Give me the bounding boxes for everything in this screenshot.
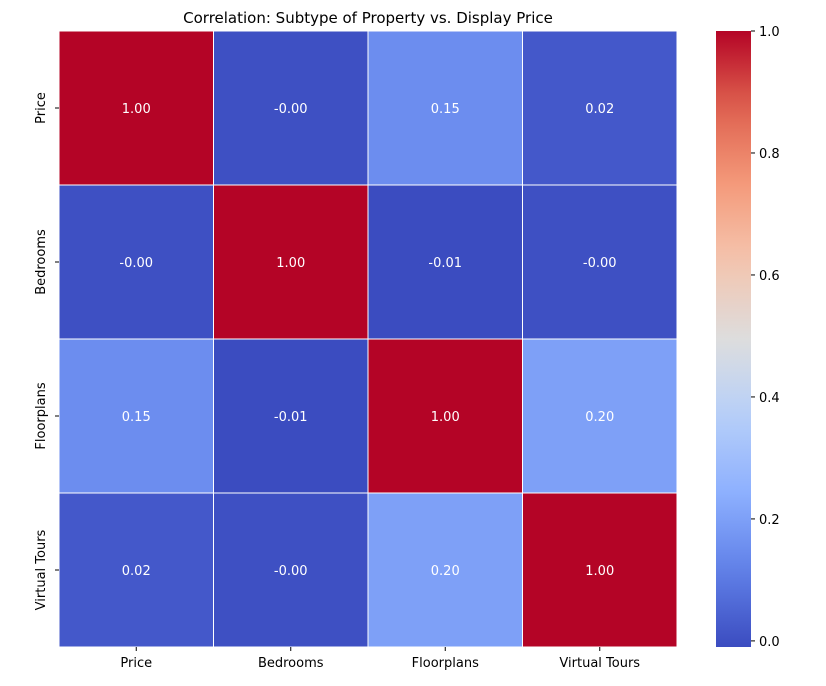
y-tick-label: Floorplans [34, 382, 49, 449]
cell-value-label: 0.15 [122, 410, 151, 425]
cell-value-label: -0.00 [274, 102, 308, 117]
heatmap-cell-r3-c2 [367, 492, 523, 648]
cell-value-label: 0.20 [585, 410, 614, 425]
colorbar-tick-label: 0.2 [759, 513, 780, 528]
cell-value-label: -0.00 [274, 564, 308, 579]
heatmap-cell-r2-c3 [522, 338, 678, 494]
cell-value-label: 0.02 [122, 564, 151, 579]
heatmap-cell-r1-c1 [213, 184, 369, 340]
cell-value-label: 1.00 [122, 102, 151, 117]
colorbar-tick-label: 1.0 [759, 25, 780, 40]
heatmap-cell-r2-c1 [213, 338, 369, 494]
colorbar-tick-label: 0.8 [759, 147, 780, 162]
cell-value-label: -0.00 [119, 256, 153, 271]
cell-value-label: 0.02 [585, 102, 614, 117]
x-tick-label: Floorplans [412, 656, 479, 671]
y-tick-label: Bedrooms [34, 229, 49, 295]
x-tick-label: Bedrooms [258, 656, 324, 671]
heatmap-cell-r0-c1 [213, 30, 369, 186]
heatmap-cell-r0-c0 [58, 30, 214, 186]
heatmap-cell-r0-c2 [367, 30, 523, 186]
cell-value-label: 0.15 [431, 102, 460, 117]
colorbar [716, 31, 751, 647]
cell-value-label: 1.00 [585, 564, 614, 579]
y-tick-label: Price [34, 92, 49, 124]
heatmap-cell-r1-c3 [522, 184, 678, 340]
colorbar-tick-label: 0.6 [759, 269, 780, 284]
cell-value-label: -0.01 [428, 256, 462, 271]
x-tick-label: Virtual Tours [559, 656, 640, 671]
cell-value-label: 0.20 [431, 564, 460, 579]
heatmap-cell-r1-c2 [367, 184, 523, 340]
heatmap-cell-r3-c1 [213, 492, 369, 648]
heatmap-cell-r3-c3 [522, 492, 678, 648]
heatmap-cell-r0-c3 [522, 30, 678, 186]
cell-value-label: -0.01 [274, 410, 308, 425]
heatmap-cell-r1-c0 [58, 184, 214, 340]
colorbar-tick-label: 0.4 [759, 391, 780, 406]
x-tick-label: Price [120, 656, 152, 671]
heatmap-cell-r3-c0 [58, 492, 214, 648]
cell-value-label: -0.00 [583, 256, 617, 271]
cell-value-label: 1.00 [431, 410, 460, 425]
colorbar-tick-label: 0.0 [759, 635, 780, 650]
chart-title: Correlation: Subtype of Property vs. Dis… [183, 9, 553, 27]
cell-value-label: 1.00 [276, 256, 305, 271]
y-tick-label: Virtual Tours [34, 529, 49, 610]
